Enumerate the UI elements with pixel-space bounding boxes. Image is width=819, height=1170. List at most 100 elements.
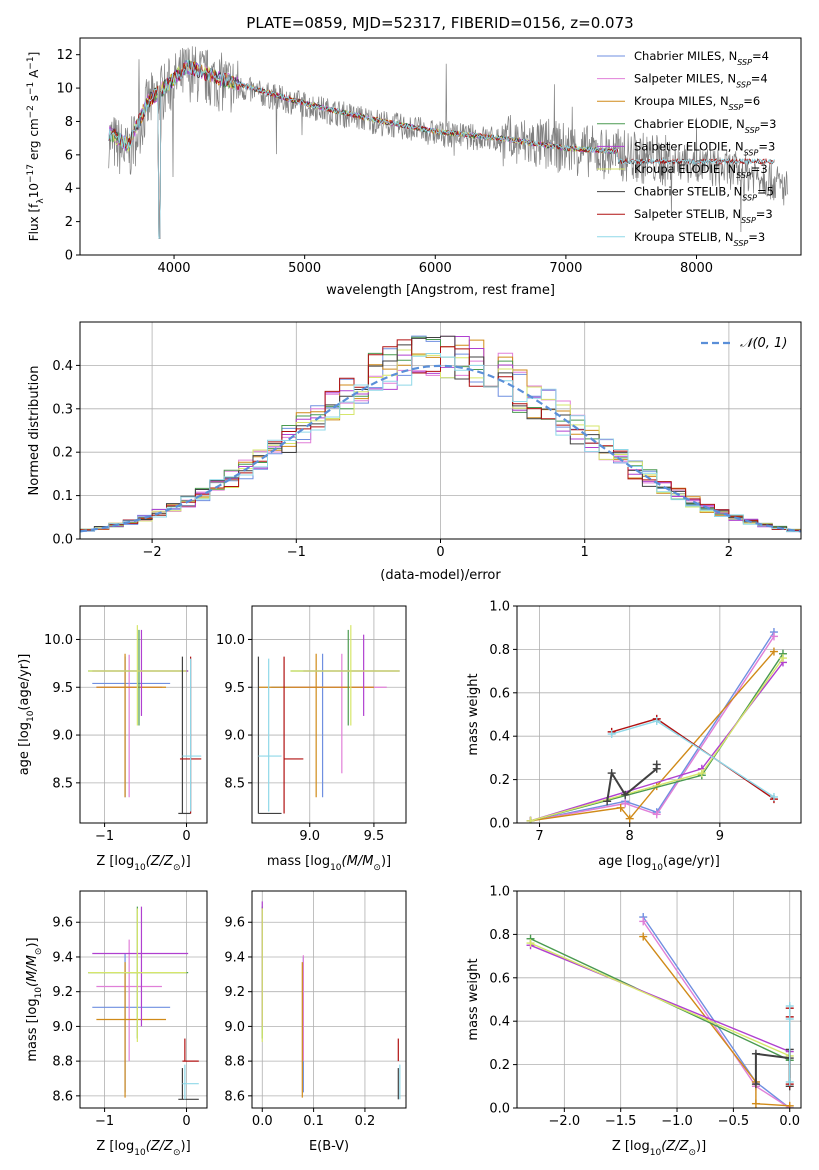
- x-tick-label: −1: [95, 829, 114, 844]
- x-tick-label: 7000: [549, 261, 582, 276]
- weight-vs-age-xlabel: age [log10(age/yr)]: [598, 854, 720, 873]
- mass-vs-z-axes: −1 08.68.89.09.29.49.6Z [log10(Z/Z⊙)]mass…: [25, 890, 208, 1158]
- weight-vs-z-xlabel: Z [log10(Z/Z⊙)]: [612, 1139, 706, 1158]
- legend-sub: SSP: [745, 125, 760, 134]
- legend-value: =3: [751, 162, 768, 176]
- y-tick-label: 2: [65, 215, 73, 230]
- age-vs-z-xlabel: Z [log10(Z/Z⊙)]: [96, 854, 190, 873]
- mass-vs-ebv-xlabel-part: E(B-V): [309, 1139, 349, 1154]
- legend-label: Kroupa MILES, NSSP=6: [634, 94, 760, 112]
- weight-vs-z-axes-ylabel: mass weight: [466, 958, 481, 1040]
- legend-name: Chabrier MILES, N: [634, 49, 737, 63]
- spectrum-ylabel-part: ]: [27, 52, 41, 57]
- weight-vs-z-xlabel-part: (Z/Z: [661, 1139, 689, 1154]
- spectrum-ylabel-part: erg cm: [27, 118, 41, 164]
- spectrum-ylabel-part: 10: [27, 183, 41, 198]
- y-tick-label: 1.0: [489, 600, 510, 615]
- legend-label: Salpeter ELODIE, NSSP=3: [634, 139, 775, 157]
- weight-line: [530, 636, 775, 822]
- age-vs-mass-axes: 9.0 9.5 8.5 9.0 9.5 10.0 mass [log10(M/M⊙)]: [216, 605, 407, 873]
- weight-vs-age-xlabel-part: (age/yr)]: [663, 854, 720, 869]
- mass-vs-z-xlabel-part: (Z/Z: [146, 1139, 174, 1154]
- legend-label: 𝒩(0, 1): [740, 336, 787, 351]
- x-tick-label: 9.5: [364, 829, 385, 844]
- weight-vs-z-axes-frame: [516, 890, 802, 1109]
- y-tick-label: 0.6: [489, 971, 510, 986]
- age-vs-mass-xlabel: mass [log10(M/M⊙)]: [267, 854, 391, 873]
- legend-value: =3: [756, 207, 773, 221]
- x-tick-label: −1.0: [661, 1114, 693, 1129]
- y-tick-label: 0: [65, 249, 73, 264]
- x-tick-label: 0: [436, 545, 444, 560]
- y-tick-label: 8.5: [224, 776, 245, 791]
- mass-vs-ebv-axes-plot: [261, 901, 401, 1100]
- mass-vs-ebv-xlabel: E(B-V): [309, 1139, 349, 1154]
- spectrum-ylabel-part: −1: [26, 82, 36, 95]
- x-tick-label: 7: [535, 829, 543, 844]
- mass-vs-ebv-axes: 0.0 0.1 0.2 8.6 8.8 9.0 9.2 9.4 9.6 E(B-V): [224, 890, 407, 1154]
- spectrum-ylabel-part: −2: [26, 105, 36, 118]
- x-tick-label: 2: [725, 545, 733, 560]
- age-vs-z-ylabel-part: 10: [26, 710, 36, 722]
- weight-vs-z-xlabel-part: )]: [696, 1139, 706, 1154]
- y-tick-label: 1.0: [489, 885, 510, 900]
- mass-vs-z-axes-plot: [88, 906, 199, 1100]
- model-spectrum: [108, 59, 775, 239]
- y-tick-label: 0.8: [489, 928, 510, 943]
- legend-label: Salpeter MILES, NSSP=4: [634, 72, 768, 90]
- x-tick-label: 4000: [157, 261, 190, 276]
- legend-value: =3: [758, 139, 775, 153]
- x-tick-label: 6000: [419, 261, 452, 276]
- legend-value: =5: [757, 185, 774, 199]
- mass-vs-z-xlabel-part: )]: [181, 1139, 191, 1154]
- y-tick-label: 0.4: [52, 359, 73, 374]
- y-tick-label: 10.0: [216, 633, 245, 648]
- x-tick-label: 5000: [288, 261, 321, 276]
- legend-sub: SSP: [744, 148, 759, 157]
- weight-vs-z-xlabel-part: 10: [650, 1148, 662, 1158]
- x-tick-label: 0.0: [252, 1114, 273, 1129]
- weight-line: [530, 942, 790, 1057]
- spectrum-axes-frame: [79, 37, 802, 256]
- mass-vs-z-xlabel-part: 10: [134, 1148, 146, 1158]
- x-tick-label: −1: [287, 545, 306, 560]
- weight-line: [530, 653, 784, 822]
- x-tick-label: −2: [143, 545, 162, 560]
- age-vs-z-axes-plot: [88, 625, 202, 815]
- legend-name: Salpeter STELIB, N: [634, 207, 741, 221]
- age-vs-mass-xlabel-part: mass [log: [267, 854, 330, 869]
- y-tick-label: 4: [65, 182, 73, 197]
- age-vs-mass-xlabel-part: (M/M: [342, 854, 374, 869]
- y-tick-label: 9.5: [52, 681, 73, 696]
- y-tick-label: 0.4: [489, 730, 510, 745]
- legend-value: =3: [760, 117, 777, 131]
- weight-vs-age-xlabel-part: 10: [651, 863, 663, 873]
- legend-name: Salpeter MILES, N: [634, 72, 736, 86]
- x-tick-label: −1: [95, 1114, 114, 1129]
- legend-sub: SSP: [729, 103, 744, 112]
- weight-vs-age-axes-ylabel-part: mass weight: [466, 673, 481, 755]
- weight-vs-z-xlabel-part: Z [log: [612, 1139, 650, 1154]
- figure-title: PLATE=0859, MJD=52317, FIBERID=0156, z=0…: [246, 14, 633, 32]
- residual-axes-plot: [80, 335, 801, 534]
- legend-sub: SSP: [736, 80, 751, 89]
- model-spectrum: [108, 62, 775, 239]
- residual-xlabel-part: (data-model)/error: [380, 568, 501, 583]
- mass-vs-z-ylabel-part: mass [log: [25, 998, 40, 1061]
- weight-vs-age-axes-plot: [526, 628, 787, 823]
- y-tick-label: 9.4: [52, 950, 73, 965]
- legend-value: =4: [752, 49, 769, 63]
- legend-name: Chabrier ELODIE, N: [634, 117, 745, 131]
- y-tick-label: 0.0: [489, 817, 510, 832]
- legend-label: Chabrier MILES, NSSP=4: [634, 49, 769, 67]
- y-tick-label: 0.2: [52, 446, 73, 461]
- weight-line: [754, 1049, 791, 1087]
- y-tick-label: 9.2: [52, 985, 73, 1000]
- weight-vs-z-axes-plot: [526, 913, 794, 1108]
- x-tick-label: 0.1: [303, 1114, 324, 1129]
- weight-vs-z-axes: −2.0 −1.5 −1.0 −0.5 0.0 0.0 0.2 0.4 0.6 0.8 1.0 mas…: [466, 885, 802, 1158]
- age-vs-z-ylabel: age [log10(age/yr)]: [17, 654, 36, 776]
- y-tick-label: 8.6: [224, 1089, 245, 1104]
- legend-label: Kroupa ELODIE, NSSP=3: [634, 162, 768, 180]
